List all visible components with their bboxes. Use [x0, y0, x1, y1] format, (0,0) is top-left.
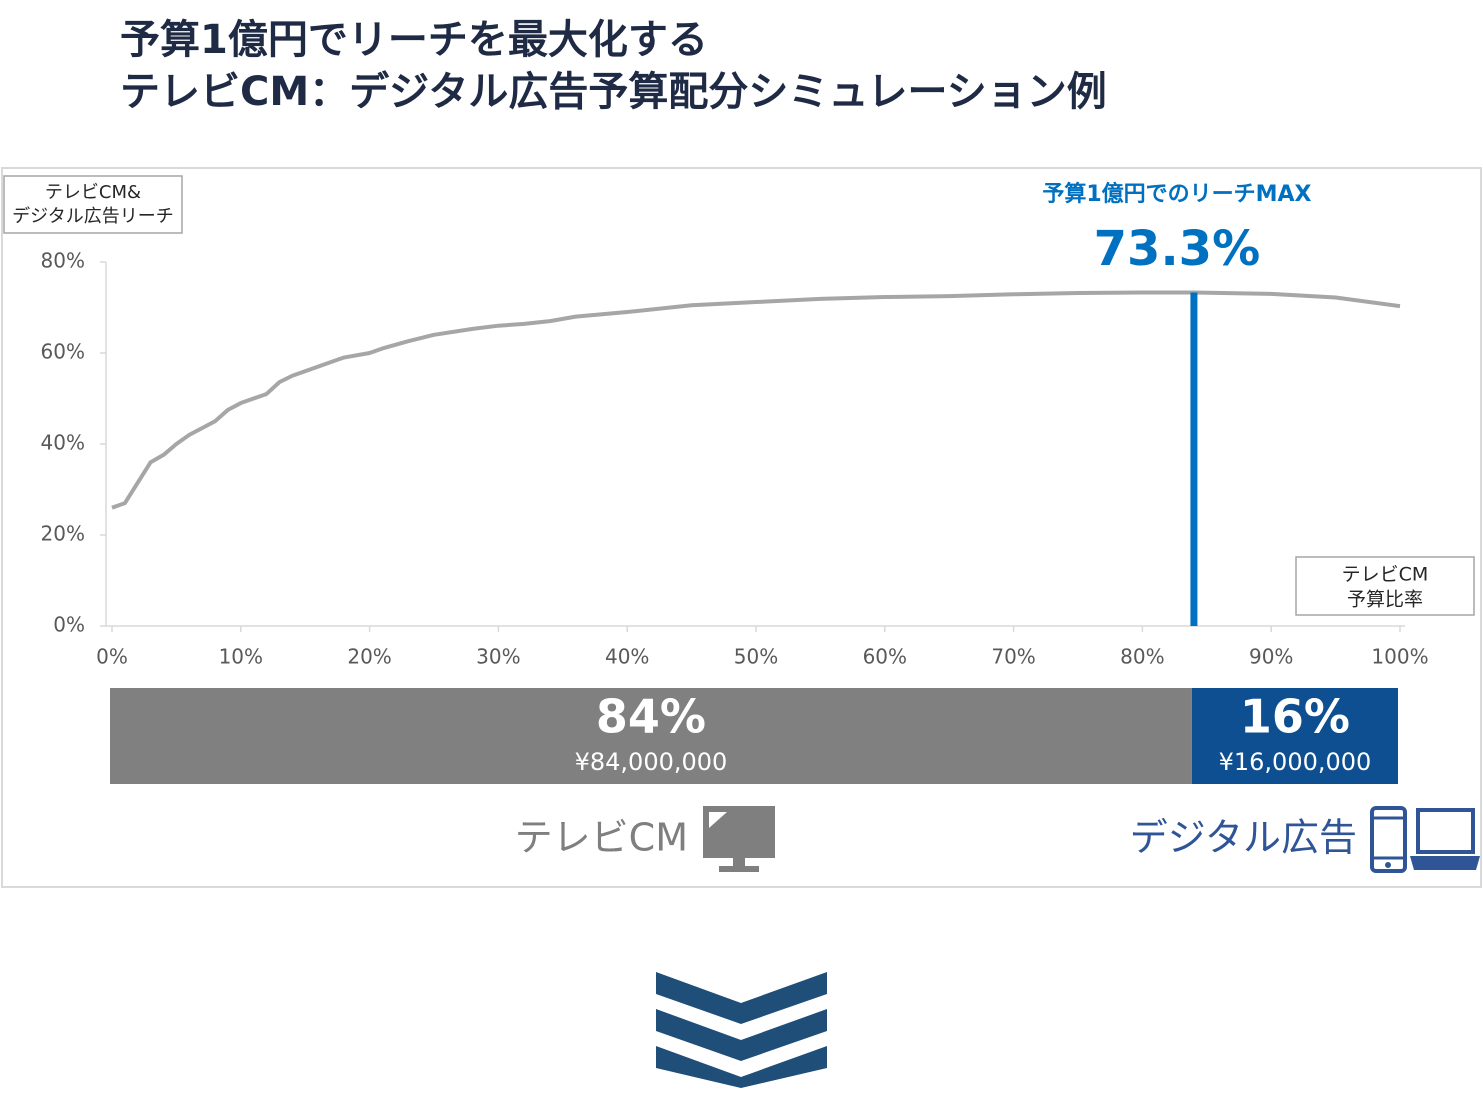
panel [1, 167, 1482, 888]
y-label-box [3, 175, 183, 234]
x-tick-label: 90% [1249, 645, 1293, 669]
tv-icon [703, 806, 775, 872]
y-tick-label: 20% [41, 522, 85, 546]
segment-amount: ¥16,000,000 [1219, 748, 1372, 776]
x-tick-label: 30% [476, 645, 520, 669]
x-axis-label: 予算比率 [1347, 589, 1423, 611]
title-line: テレビCM：デジタル広告予算配分シミュレーション例 [120, 69, 1107, 115]
down-chevrons [656, 972, 827, 1088]
annotation-value: 73.3% [1094, 221, 1261, 277]
title-line: 予算1億円でリーチを最大化する [120, 17, 708, 63]
x-label-box [1295, 556, 1475, 616]
x-tick-label: 100% [1371, 645, 1428, 669]
y-tick-label: 0% [53, 613, 85, 637]
x-tick-label: 50% [734, 645, 778, 669]
y-tick-label: 40% [41, 431, 85, 455]
x-tick-label: 0% [96, 645, 128, 669]
segment-percent: 84% [596, 690, 706, 744]
annotation-text: 予算1億円でのリーチMAX [1042, 181, 1311, 207]
device-icons [1370, 806, 1480, 873]
x-tick-label: 40% [605, 645, 649, 669]
x-axis-label: テレビCM [1342, 564, 1429, 586]
x-tick-label: 20% [347, 645, 391, 669]
y-axis-label: デジタル広告リーチ [12, 206, 174, 227]
x-tick-label: 60% [863, 645, 907, 669]
y-tick-label: 60% [41, 340, 85, 364]
segment-percent: 16% [1240, 690, 1350, 744]
budget-segment [1191, 688, 1398, 784]
x-tick-label: 80% [1120, 645, 1164, 669]
segment-amount: ¥84,000,000 [575, 748, 728, 776]
media-name: テレビCM [515, 816, 688, 860]
x-tick-label: 70% [991, 645, 1035, 669]
media-name: デジタル広告 [1130, 816, 1357, 860]
x-tick-label: 10% [219, 645, 263, 669]
y-axis-label: テレビCM& [45, 182, 141, 203]
budget-segment [110, 688, 1192, 784]
y-tick-label: 80% [41, 249, 85, 273]
reach-line [111, 290, 1401, 510]
